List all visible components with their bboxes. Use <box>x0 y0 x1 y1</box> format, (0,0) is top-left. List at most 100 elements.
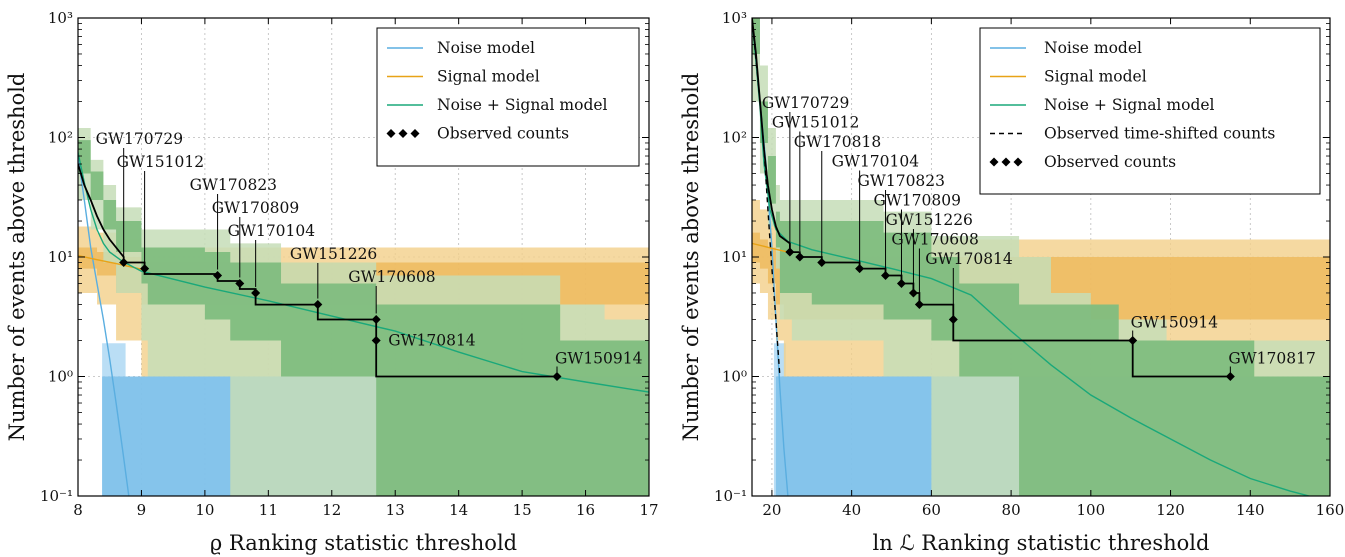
y-axis-label: Number of events above threshold <box>679 73 703 442</box>
event-label: GW170608 <box>348 268 435 286</box>
x-tick-label: 140 <box>1236 501 1265 519</box>
legend-label: Observed counts <box>1044 153 1176 171</box>
event-label: GW170817 <box>1228 350 1315 368</box>
legend-marker <box>386 129 396 138</box>
event-label: GW170729 <box>96 130 183 148</box>
event-label: GW150914 <box>555 350 643 368</box>
event-label: GW170104 <box>832 153 920 171</box>
legend-label: Signal model <box>437 68 540 86</box>
event-marker <box>1128 336 1138 346</box>
y-axis-label: Number of events above threshold <box>5 73 29 442</box>
y-tick-label: 10¹ <box>48 248 73 266</box>
event-label: GW170823 <box>858 172 945 190</box>
event-label: GW170814 <box>388 332 476 350</box>
x-axis-label: ln ℒ Ranking statistic threshold <box>873 531 1210 555</box>
x-tick-label: 80 <box>1002 501 1021 519</box>
y-tick-label: 10⁰ <box>48 368 73 386</box>
x-tick-label: 60 <box>922 501 941 519</box>
event-marker <box>552 372 562 381</box>
legend-marker <box>398 129 408 138</box>
event-label: GW170818 <box>794 133 881 151</box>
chart-panel-1: GW170729 GW151012 GW170823 GW170809 GW170104… <box>5 9 659 555</box>
x-tick-label: 8 <box>73 501 83 519</box>
event-marker <box>371 336 381 346</box>
signal-model-line <box>78 254 142 270</box>
y-tick-label: 10³ <box>722 9 747 27</box>
legend-box <box>979 27 1321 195</box>
x-tick-label: 12 <box>322 501 341 519</box>
y-tick-label: 10⁰ <box>722 368 747 386</box>
x-tick-label: 120 <box>1156 501 1185 519</box>
x-axis-label: ϱ Ranking statistic threshold <box>210 531 517 555</box>
legend-box <box>376 27 640 167</box>
event-marker <box>914 300 924 310</box>
legend-marker <box>410 129 420 138</box>
y-tick-label: 10⁻¹ <box>714 487 747 505</box>
y-tick-label: 10¹ <box>722 248 747 266</box>
y-tick-label: 10³ <box>48 9 73 27</box>
signal-model-line <box>752 242 789 253</box>
event-label: GW170823 <box>190 176 277 194</box>
legend-label: Noise model <box>437 39 535 57</box>
legend-marker <box>989 157 999 167</box>
band-combined-inner <box>78 140 649 496</box>
legend-label: Noise + Signal model <box>437 96 608 114</box>
x-tick-label: 11 <box>259 501 278 519</box>
legend-label: Signal model <box>1044 68 1147 86</box>
event-marker <box>881 271 891 281</box>
event-marker <box>140 264 150 274</box>
event-label: GW151012 <box>772 114 859 132</box>
event-marker <box>948 314 958 324</box>
y-tick-label: 10⁻¹ <box>40 487 73 505</box>
event-marker <box>855 264 865 274</box>
event-marker <box>896 279 906 289</box>
plot-area <box>752 18 1330 496</box>
legend-label: Noise + Signal model <box>1044 96 1215 114</box>
x-tick-label: 10 <box>195 501 214 519</box>
event-label: GW151226 <box>885 211 972 229</box>
event-marker <box>785 247 795 257</box>
event-label: GW170809 <box>212 199 299 217</box>
legend-label: Noise model <box>1044 39 1142 57</box>
event-label: GW170608 <box>891 231 978 249</box>
observed-counts-line <box>78 163 557 378</box>
event-label: GW151226 <box>290 245 377 263</box>
x-tick-label: 17 <box>639 501 658 519</box>
x-tick-label: 13 <box>386 501 405 519</box>
plot-area <box>78 18 649 496</box>
event-marker <box>371 314 381 324</box>
x-tick-label: 14 <box>449 501 468 519</box>
event-marker <box>235 279 245 289</box>
event-label: GW170814 <box>925 250 1013 268</box>
event-marker <box>119 257 129 267</box>
event-label: GW170104 <box>228 222 316 240</box>
legend: Noise model Signal model Noise + Signal mo… <box>376 27 640 167</box>
event-marker <box>817 257 827 267</box>
event-marker <box>313 300 323 310</box>
legend-marker <box>1013 157 1023 167</box>
legend-label: Observed counts <box>437 125 569 143</box>
event-marker <box>1225 372 1235 381</box>
event-marker <box>251 288 261 298</box>
event-marker <box>908 288 918 298</box>
event-marker <box>795 252 805 262</box>
event-marker <box>213 271 223 281</box>
y-tick-label: 10² <box>48 129 73 147</box>
x-tick-label: 20 <box>762 501 781 519</box>
x-tick-label: 100 <box>1077 501 1106 519</box>
x-tick-label: 15 <box>513 501 532 519</box>
event-label: GW150914 <box>1131 314 1219 332</box>
legend-marker <box>1001 157 1011 167</box>
noise-model-line <box>78 155 130 496</box>
x-tick-label: 9 <box>137 501 147 519</box>
noise-signal-model-line <box>78 152 649 393</box>
x-tick-label: 16 <box>576 501 595 519</box>
noise-signal-model-line <box>752 18 1312 496</box>
event-label: GW170729 <box>762 94 849 112</box>
event-label: GW170809 <box>873 192 960 210</box>
x-tick-label: 40 <box>842 501 861 519</box>
legend: Noise model Signal model Noise + Signal mo… <box>979 27 1321 195</box>
event-label: GW151012 <box>117 153 204 171</box>
